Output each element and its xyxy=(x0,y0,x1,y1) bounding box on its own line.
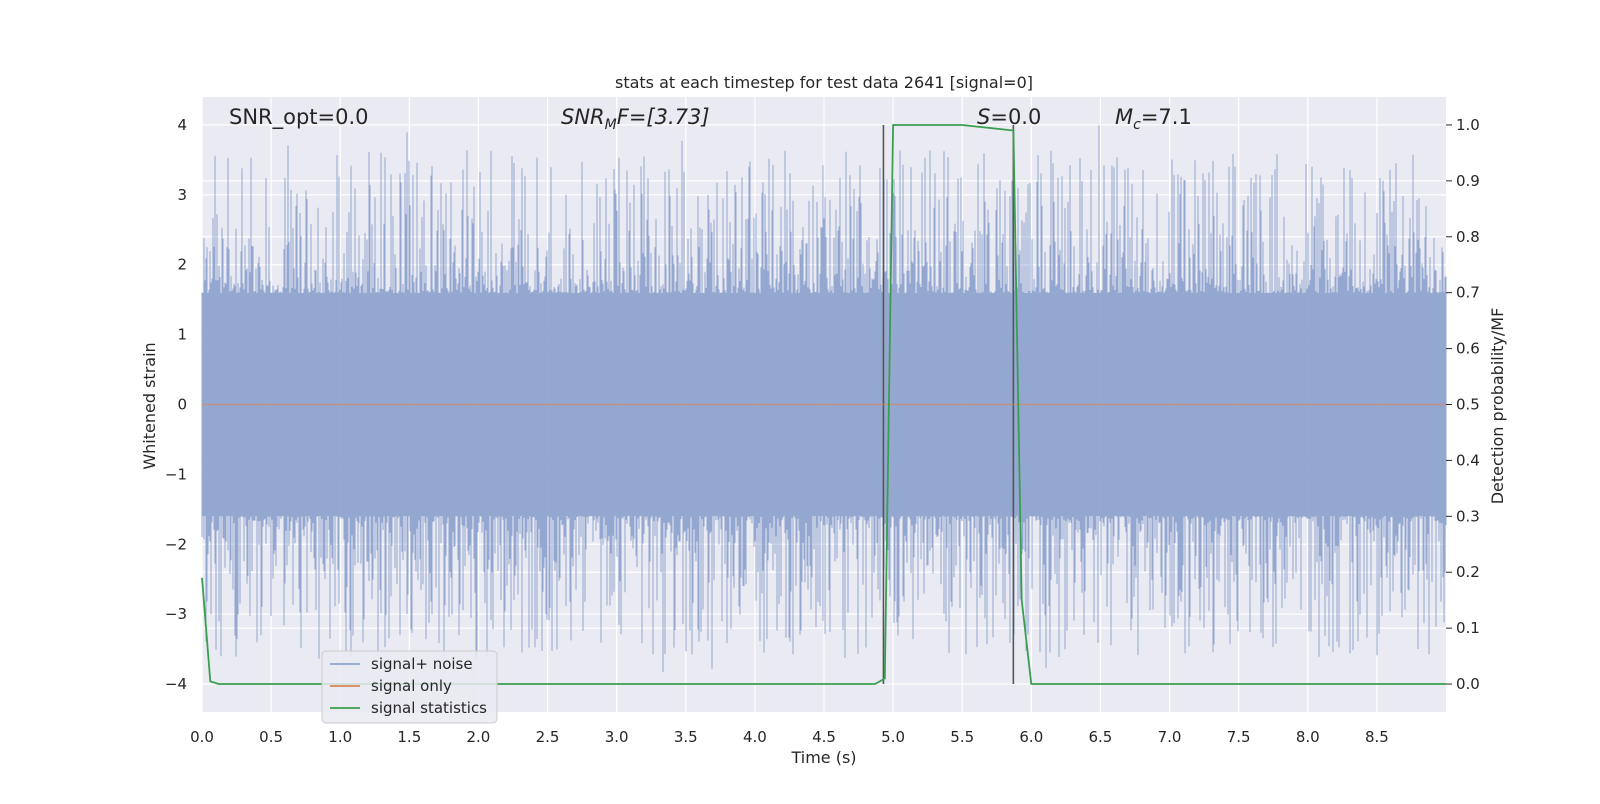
x-axis-ticks: 0.0 0.5 1.0 1.5 2.0 2.5 3.0 3.5 4.0 4.5 5.0 5.5 6.0 6… xyxy=(190,728,1389,746)
y2-axis-ticks: 1.0 0.9 0.8 0.7 0.6 0.5 0.4 0.3 0.2 0.1 0.0 xyxy=(1446,116,1480,693)
x-tick-label: 3.0 xyxy=(605,728,629,746)
y-tick-label: 0 xyxy=(177,396,187,414)
mc-suffix: =7.1 xyxy=(1141,105,1192,129)
s-prefix: S xyxy=(977,105,990,129)
y2-tick-label: 0.1 xyxy=(1456,619,1480,637)
y-tick-label: 4 xyxy=(177,116,187,134)
x-tick-label: 4.5 xyxy=(812,728,836,746)
y-tick-label: −1 xyxy=(165,465,187,483)
y-tick-label: 2 xyxy=(177,256,187,274)
y-tick-label: −3 xyxy=(165,605,187,623)
annotation-snr-opt: SNR_opt=0.0 xyxy=(229,105,369,130)
x-tick-label: 7.0 xyxy=(1158,728,1182,746)
x-tick-label: 3.5 xyxy=(674,728,698,746)
x-tick-label: 0.5 xyxy=(259,728,283,746)
y2-tick-label: 0.2 xyxy=(1456,563,1480,581)
y2-tick-label: 0.5 xyxy=(1456,396,1480,414)
y-tick-label: −4 xyxy=(165,675,187,693)
x-tick-label: 1.5 xyxy=(397,728,421,746)
legend-label-signal-statistics: signal statistics xyxy=(371,699,487,717)
legend: signal+ noise signal only signal statist… xyxy=(321,650,498,724)
snr-mf-prefix: SNR xyxy=(561,105,605,129)
legend-box xyxy=(321,650,498,724)
s-suffix: =0.0 xyxy=(990,105,1041,129)
series-signal-noise xyxy=(201,125,1447,672)
chart-title: stats at each timestep for test data 264… xyxy=(615,73,1033,92)
x-tick-label: 2.0 xyxy=(467,728,491,746)
snr-mf-suffix: F=[3.73] xyxy=(617,105,710,129)
y2-tick-label: 0.9 xyxy=(1456,172,1480,190)
annotation-snr-mf: SNRMF=[3.73] xyxy=(561,105,710,133)
y-axis-label: Whitened strain xyxy=(140,342,159,469)
y2-tick-label: 0.6 xyxy=(1456,340,1480,358)
x-tick-label: 8.0 xyxy=(1296,728,1320,746)
annotation-mc: Mc=7.1 xyxy=(1115,105,1192,133)
annotation-s: S=0.0 xyxy=(977,105,1041,129)
x-tick-label: 6.0 xyxy=(1019,728,1043,746)
x-tick-label: 0.0 xyxy=(190,728,214,746)
x-axis-label: Time (s) xyxy=(790,748,856,767)
y-tick-label: 1 xyxy=(177,326,187,344)
legend-label-signal-only: signal only xyxy=(371,677,452,695)
x-tick-label: 4.0 xyxy=(743,728,767,746)
y-tick-label: 3 xyxy=(177,186,187,204)
mc-prefix: M xyxy=(1115,105,1133,129)
y-tick-label: −2 xyxy=(165,535,187,553)
x-tick-label: 8.5 xyxy=(1365,728,1389,746)
y2-tick-label: 1.0 xyxy=(1456,116,1480,134)
snr-mf-subscript: M xyxy=(605,117,617,133)
x-tick-label: 1.0 xyxy=(328,728,352,746)
y2-tick-label: 0.0 xyxy=(1456,675,1480,693)
y2-tick-label: 0.8 xyxy=(1456,228,1480,246)
x-tick-label: 5.5 xyxy=(950,728,974,746)
y2-tick-label: 0.4 xyxy=(1456,451,1480,469)
legend-label-signal-noise: signal+ noise xyxy=(371,655,473,673)
x-tick-label: 5.0 xyxy=(881,728,905,746)
x-tick-label: 6.5 xyxy=(1089,728,1113,746)
x-tick-label: 7.5 xyxy=(1227,728,1251,746)
mc-subscript: c xyxy=(1133,117,1141,133)
y-axis-ticks: 4 3 2 1 0 −1 −2 −3 −4 xyxy=(165,116,187,693)
y2-axis-label: Detection probability/MF xyxy=(1488,308,1507,505)
y2-tick-label: 0.3 xyxy=(1456,507,1480,525)
noise-trace xyxy=(201,125,1447,672)
y2-tick-label: 0.7 xyxy=(1456,284,1480,302)
x-tick-label: 2.5 xyxy=(536,728,560,746)
